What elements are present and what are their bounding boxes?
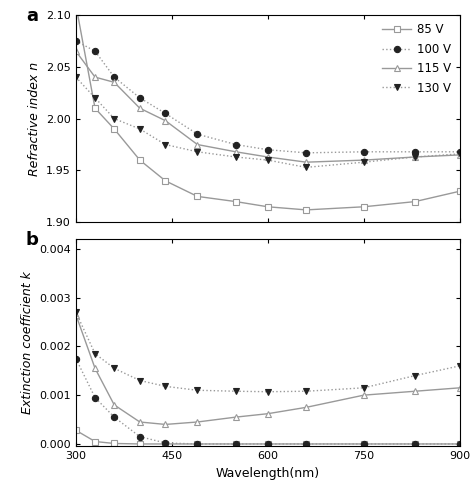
X-axis label: Wavelength(nm): Wavelength(nm) <box>216 467 320 480</box>
Text: a: a <box>26 6 38 25</box>
Y-axis label: Refractive index n: Refractive index n <box>27 62 41 176</box>
Text: b: b <box>26 231 39 248</box>
Y-axis label: Extinction coefficient k: Extinction coefficient k <box>21 271 34 414</box>
Legend: 85 V, 100 V, 115 V, 130 V: 85 V, 100 V, 115 V, 130 V <box>380 21 454 97</box>
